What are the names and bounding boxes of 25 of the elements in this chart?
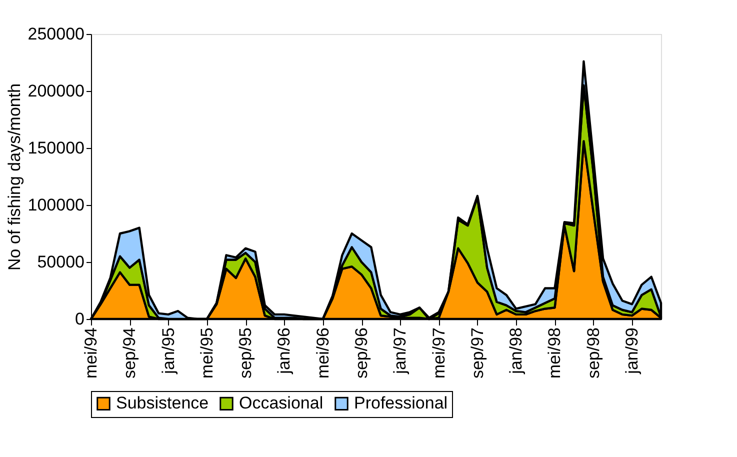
y-tick-label: 0 [75, 310, 84, 328]
x-tick-label: mei/95 [197, 328, 216, 379]
x-tick-label: mei/96 [313, 328, 332, 379]
y-tick-label: 100000 [28, 196, 84, 214]
x-tick-label: sep/95 [236, 328, 256, 379]
x-tick-label: jan/96 [274, 328, 294, 375]
y-tick-label: 50000 [37, 252, 84, 272]
x-tick-label: sep/98 [584, 328, 603, 379]
x-tick-label: jan/97 [390, 328, 410, 375]
y-tick-label: 150000 [28, 138, 84, 158]
x-tick-label: mei/98 [545, 328, 564, 379]
x-tick-label: jan/95 [158, 328, 178, 375]
y-tick-label: 250000 [28, 24, 84, 44]
x-tick-label: mei/97 [429, 328, 448, 379]
legend-label: Subsistence [116, 394, 209, 413]
x-tick-label: sep/97 [468, 328, 487, 379]
x-tick-label: mei/94 [82, 328, 100, 379]
x-tick-label: jan/99 [622, 328, 642, 375]
y-tick-label: 200000 [28, 82, 84, 100]
x-tick-label: jan/98 [506, 328, 526, 375]
y-axis-title: No of fishing days/month [4, 83, 24, 271]
legend-label: Professional [354, 394, 448, 413]
x-tick-label: sep/94 [120, 328, 140, 379]
x-tick-label: sep/96 [352, 328, 372, 379]
legend-label: Occasional [239, 394, 324, 413]
